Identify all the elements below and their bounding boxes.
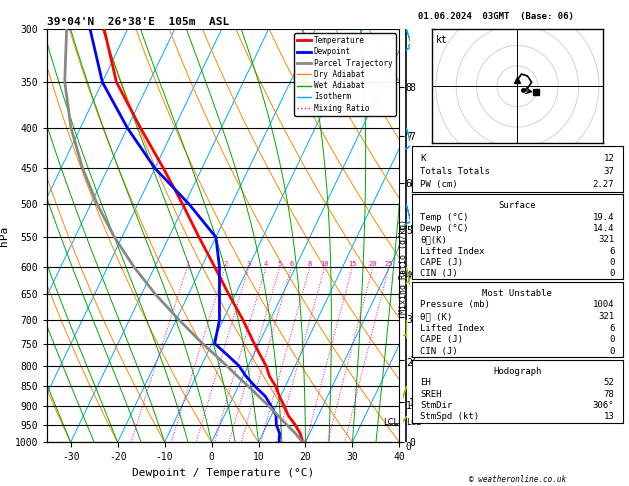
- Text: 6: 6: [609, 246, 615, 256]
- Text: Dewp (°C): Dewp (°C): [420, 224, 469, 233]
- Text: 12: 12: [604, 154, 615, 163]
- Text: 78: 78: [604, 389, 615, 399]
- Text: CIN (J): CIN (J): [420, 269, 458, 278]
- Text: SREH: SREH: [420, 389, 442, 399]
- Text: 20: 20: [369, 261, 377, 267]
- Text: Temp (°C): Temp (°C): [420, 212, 469, 222]
- Text: CAPE (J): CAPE (J): [420, 335, 464, 344]
- Text: 321: 321: [598, 235, 615, 244]
- Text: 52: 52: [604, 378, 615, 387]
- Text: kt: kt: [436, 35, 447, 45]
- Text: Lifted Index: Lifted Index: [420, 324, 485, 332]
- Text: © weatheronline.co.uk: © weatheronline.co.uk: [469, 474, 566, 484]
- Text: 6: 6: [609, 324, 615, 332]
- Text: Lifted Index: Lifted Index: [420, 246, 485, 256]
- Text: 2.27: 2.27: [593, 180, 615, 189]
- Text: 4: 4: [264, 261, 268, 267]
- Text: PW (cm): PW (cm): [420, 180, 458, 189]
- X-axis label: Dewpoint / Temperature (°C): Dewpoint / Temperature (°C): [132, 468, 314, 478]
- Text: Hodograph: Hodograph: [493, 366, 542, 376]
- Text: Pressure (mb): Pressure (mb): [420, 300, 490, 310]
- Text: 6: 6: [289, 261, 294, 267]
- Text: 8: 8: [308, 261, 312, 267]
- Text: 37: 37: [604, 167, 615, 176]
- Text: 4: 4: [406, 271, 412, 281]
- Text: 5: 5: [406, 226, 412, 236]
- Text: 0: 0: [609, 335, 615, 344]
- Text: 5: 5: [278, 261, 282, 267]
- Text: 14.4: 14.4: [593, 224, 615, 233]
- Text: 0: 0: [609, 269, 615, 278]
- Text: 306°: 306°: [593, 401, 615, 410]
- Text: StmDir: StmDir: [420, 401, 453, 410]
- Text: 13: 13: [604, 413, 615, 421]
- Text: 25: 25: [384, 261, 393, 267]
- Text: 7: 7: [406, 132, 412, 142]
- Text: 3: 3: [406, 315, 412, 325]
- Text: StmSpd (kt): StmSpd (kt): [420, 413, 479, 421]
- Text: 0: 0: [609, 258, 615, 267]
- Text: 15: 15: [348, 261, 357, 267]
- Text: 19.4: 19.4: [593, 212, 615, 222]
- Text: Totals Totals: Totals Totals: [420, 167, 490, 176]
- Text: 0: 0: [609, 347, 615, 356]
- Legend: Temperature, Dewpoint, Parcel Trajectory, Dry Adiabat, Wet Adiabat, Isotherm, Mi: Temperature, Dewpoint, Parcel Trajectory…: [294, 33, 396, 116]
- Text: 8: 8: [406, 83, 412, 93]
- Text: Most Unstable: Most Unstable: [482, 289, 552, 298]
- Text: 1004: 1004: [593, 300, 615, 310]
- Text: 01.06.2024  03GMT  (Base: 06): 01.06.2024 03GMT (Base: 06): [418, 12, 574, 21]
- Text: CAPE (J): CAPE (J): [420, 258, 464, 267]
- Text: θᴇ(K): θᴇ(K): [420, 235, 447, 244]
- Text: 39°04'N  26°38'E  105m  ASL: 39°04'N 26°38'E 105m ASL: [47, 17, 230, 27]
- Text: 2: 2: [406, 359, 412, 368]
- Text: Surface: Surface: [499, 201, 536, 210]
- Text: 3: 3: [247, 261, 251, 267]
- Text: 6: 6: [406, 179, 412, 190]
- Text: K: K: [420, 154, 426, 163]
- Text: LCL: LCL: [383, 418, 398, 427]
- Y-axis label: hPa: hPa: [0, 226, 9, 246]
- Text: CIN (J): CIN (J): [420, 347, 458, 356]
- Text: 10: 10: [321, 261, 329, 267]
- Text: 2: 2: [223, 261, 228, 267]
- Text: 1: 1: [406, 400, 412, 411]
- Text: EH: EH: [420, 378, 431, 387]
- Text: 0: 0: [406, 442, 412, 452]
- Text: θᴇ (K): θᴇ (K): [420, 312, 453, 321]
- Y-axis label: km
ASL: km ASL: [418, 227, 440, 244]
- Text: 321: 321: [598, 312, 615, 321]
- Text: 1: 1: [185, 261, 189, 267]
- Text: LCL: LCL: [406, 418, 421, 427]
- Text: Mixing Ratio (g/kg): Mixing Ratio (g/kg): [399, 220, 408, 314]
